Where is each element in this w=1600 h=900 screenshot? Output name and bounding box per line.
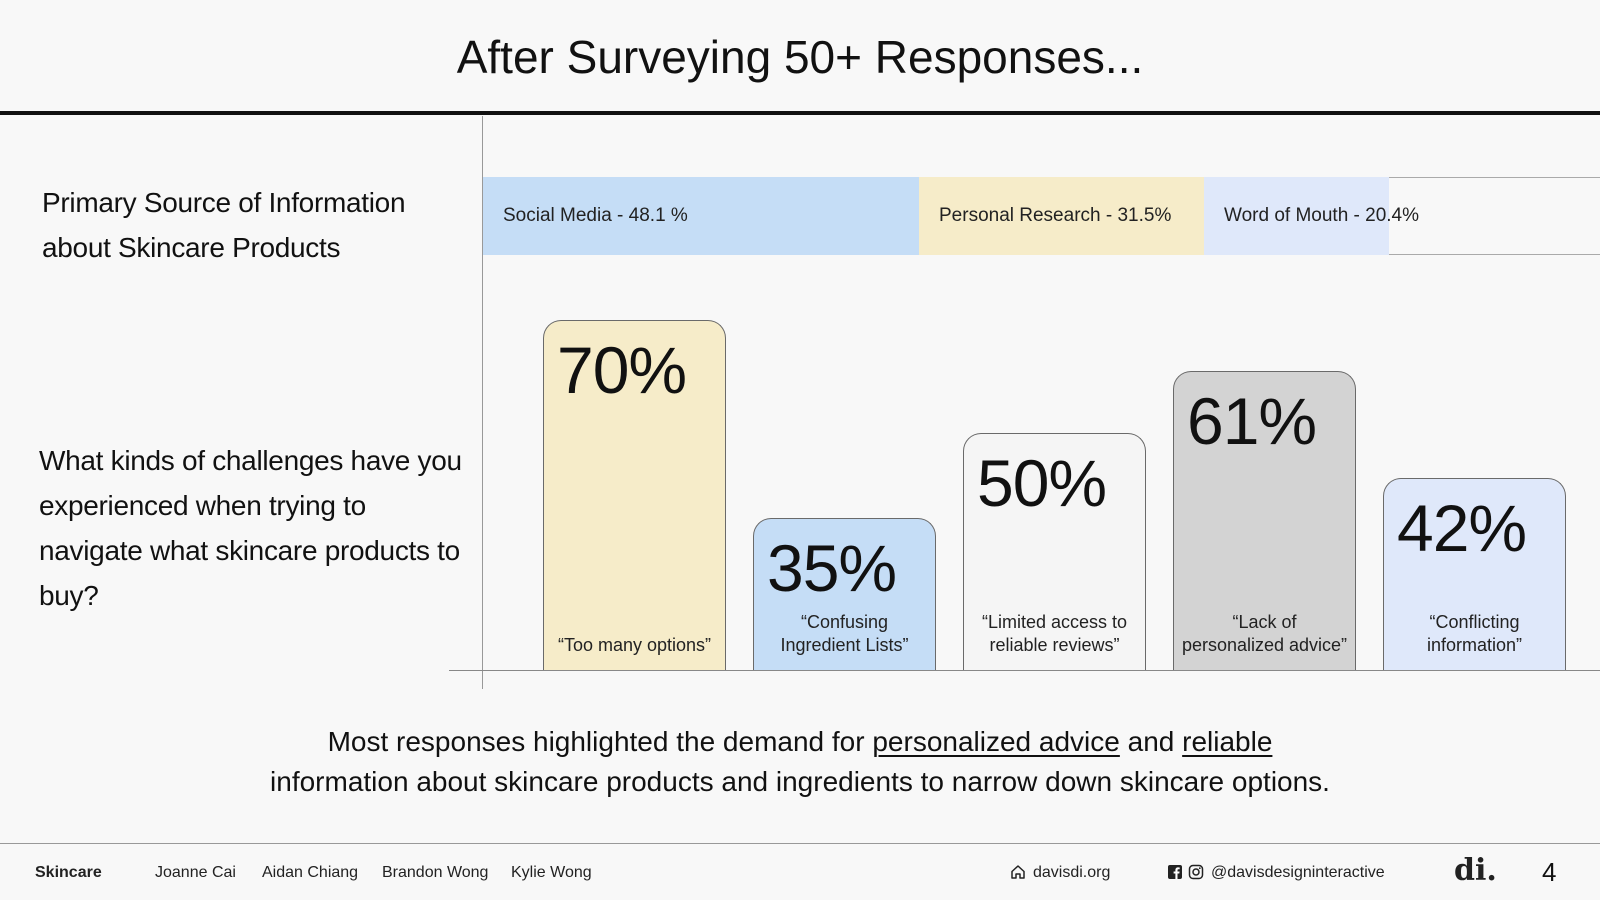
summary-highlight-personalized-advice: personalized advice — [872, 726, 1120, 757]
challenge-bar: 50% “Limited access to reliable reviews” — [963, 433, 1146, 671]
bar-value-label: 70% — [557, 333, 687, 407]
source-segment: Social Media - 48.1 % — [483, 177, 919, 255]
summary-part-3: information about skincare products and … — [270, 766, 1330, 797]
footer-author: Aidan Chiang — [262, 864, 359, 881]
challenge-question: What kinds of challenges have you experi… — [39, 445, 462, 611]
footer-author: Kylie Wong — [511, 864, 592, 881]
challenge-bar: 42% “Conflicting information” — [1383, 478, 1566, 671]
source-segment: Personal Research - 31.5% — [919, 177, 1204, 255]
bar-category-label: “Limited access to reliable reviews” — [981, 612, 1128, 655]
summary-highlight-reliable: reliable — [1182, 726, 1273, 757]
home-icon — [1010, 864, 1026, 885]
footer: Skincare Joanne Cai Aidan Chiang Brandon… — [0, 844, 1600, 900]
title-bar: After Surveying 50+ Responses... — [0, 0, 1600, 116]
challenge-bar: 70% “Too many options” — [543, 320, 726, 671]
summary-text: Most responses highlighted the demand fo… — [0, 722, 1600, 802]
footer-brand: Skincare — [35, 864, 102, 881]
facebook-icon[interactable] — [1167, 864, 1183, 885]
vertical-divider — [482, 116, 483, 689]
summary-part-1: Most responses highlighted the demand fo… — [327, 726, 873, 757]
summary-part-2: and — [1119, 726, 1183, 757]
title-divider — [0, 111, 1600, 115]
bar-category-label: “Too many options” — [557, 635, 712, 655]
source-question: Primary Source of Information about Skin… — [42, 187, 406, 263]
source-segment-label: Word of Mouth - 20.4% — [1224, 205, 1420, 226]
footer-divider — [0, 843, 1600, 844]
page-title: After Surveying 50+ Responses... — [456, 31, 1144, 83]
footer-social[interactable]: @davisdesigninteractive — [1167, 864, 1385, 885]
bar-value-label: 35% — [767, 531, 897, 605]
bar-category-label: “Confusing Ingredient Lists” — [780, 612, 909, 655]
bar-category-label: “Conflicting information” — [1426, 612, 1523, 655]
challenge-bar: 35% “Confusing Ingredient Lists” — [753, 518, 936, 671]
bar-value-label: 50% — [977, 446, 1107, 520]
di-logo: di. — [1454, 853, 1497, 888]
bar-category-label: “Lack of personalized advice” — [1181, 612, 1348, 655]
social-handle[interactable]: @davisdesigninteractive — [1211, 864, 1385, 881]
footer-author: Joanne Cai — [155, 864, 236, 881]
chart-baseline — [449, 670, 1600, 671]
bar-value-label: 42% — [1397, 491, 1527, 565]
source-segment: Word of Mouth - 20.4% — [1204, 177, 1419, 255]
challenge-bar: 61% “Lack of personalized advice” — [1173, 371, 1356, 671]
website-link[interactable]: davisdi.org — [1033, 864, 1111, 881]
footer-author: Brandon Wong — [382, 864, 489, 881]
source-segment-label: Personal Research - 31.5% — [939, 205, 1172, 226]
instagram-icon[interactable] — [1188, 864, 1204, 885]
bar-value-label: 61% — [1187, 384, 1317, 458]
footer-website[interactable]: davisdi.org — [1010, 864, 1110, 885]
page-number: 4 — [1542, 857, 1557, 887]
source-segment-label: Social Media - 48.1 % — [503, 205, 688, 226]
